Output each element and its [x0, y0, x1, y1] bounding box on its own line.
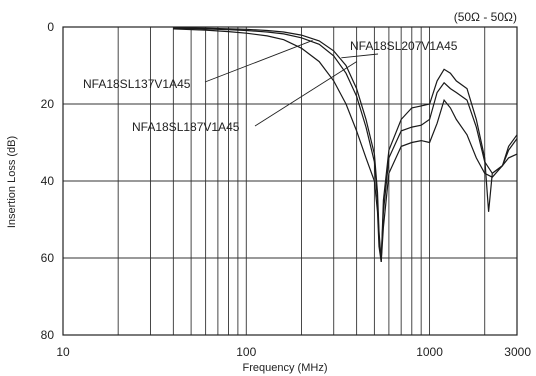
y-axis-title: Insertion Loss (dB) — [6, 136, 18, 228]
y-tick-label: 0 — [47, 20, 54, 34]
y-tick-labels: 0 20 40 60 80 — [41, 20, 55, 342]
series-line-nfa18sl207v1a45 — [173, 27, 518, 262]
x-tick-label: 1000 — [416, 345, 443, 359]
x-tick-labels: 10 100 1000 3000 — [56, 345, 531, 359]
x-axis-title: Frequency (MHz) — [243, 362, 328, 374]
y-tick-label: 60 — [41, 251, 55, 265]
series-line-nfa18sl137v1a45 — [173, 28, 518, 262]
y-tick-label: 80 — [41, 328, 55, 342]
leader-line — [204, 40, 313, 83]
series-label-nfa18sl137v1a45: NFA18SL137V1A45 — [83, 77, 191, 91]
x-tick-label: 3000 — [504, 345, 531, 359]
leader-line — [254, 61, 357, 127]
series-label-nfa18sl207v1a45: NFA18SL207V1A45 — [350, 39, 458, 53]
x-tick-label: 100 — [236, 345, 256, 359]
x-tick-label: 10 — [56, 345, 70, 359]
y-tick-label: 40 — [41, 174, 55, 188]
impedance-annotation: (50Ω - 50Ω) — [454, 10, 517, 24]
plot-frame — [62, 26, 518, 336]
series-group — [173, 27, 518, 262]
series-line-nfa18sl187v1a45 — [173, 27, 518, 259]
leader-line — [341, 53, 379, 59]
series-label-nfa18sl187v1a45: NFA18SL187V1A45 — [132, 120, 240, 134]
label-leaders — [204, 40, 379, 127]
y-tick-label: 20 — [41, 97, 55, 111]
